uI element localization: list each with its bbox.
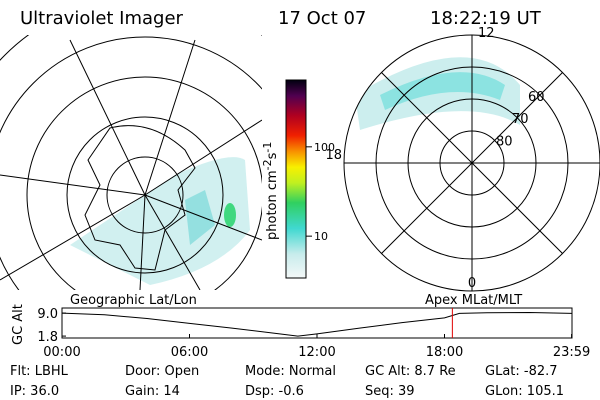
time: 18:22:19 UT <box>430 8 542 29</box>
info-field: Door: Open <box>125 364 199 379</box>
y-tick-label: 1.8 <box>37 330 58 345</box>
info-field: GLon: 105.1 <box>485 384 564 399</box>
colorbar-tick-label: 100 <box>314 141 335 154</box>
altitude-line <box>61 311 572 337</box>
mlt-label: 12 <box>478 26 495 41</box>
info-field: Flt: LBHL <box>10 364 69 379</box>
info-field: GLat: -82.7 <box>485 364 558 379</box>
mlt-label: 0 <box>468 276 476 291</box>
info-field: Seq: 39 <box>365 384 415 399</box>
info-field: Mode: Normal <box>245 364 336 379</box>
info-field: IP: 36.0 <box>10 384 59 399</box>
apex-map <box>355 57 520 130</box>
info-field: GC Alt: 8.7 Re <box>365 364 456 379</box>
x-tick-label: 12:00 <box>298 345 335 360</box>
mlt-label: 18 <box>325 148 342 163</box>
mlt-line <box>381 72 563 254</box>
x-tick-label: 23:59 <box>553 345 590 360</box>
date: 17 Oct 07 <box>278 8 366 29</box>
colorbar-tick-label: 10 <box>314 230 328 243</box>
map-title: Apex MLat/MLT <box>425 293 522 308</box>
colorbar-label: photon cm-2s-1 <box>261 142 280 240</box>
x-tick-label: 06:00 <box>171 345 208 360</box>
map-title: Geographic Lat/Lon <box>70 293 197 308</box>
info-field: Gain: 14 <box>125 384 180 399</box>
info-field: Dsp: -0.6 <box>245 384 304 399</box>
mlat-label: 60 <box>528 90 545 105</box>
colorbar <box>285 79 307 279</box>
title: Ultraviolet Imager <box>20 8 184 29</box>
y-tick-label: 9.0 <box>37 307 58 322</box>
x-tick-label: 00:00 <box>43 345 80 360</box>
mlat-label: 70 <box>512 112 529 127</box>
mlat-label: 80 <box>496 135 513 150</box>
x-tick-label: 18:00 <box>426 345 463 360</box>
geographic-map <box>0 35 262 290</box>
axis-label: GC Alt <box>11 304 26 345</box>
